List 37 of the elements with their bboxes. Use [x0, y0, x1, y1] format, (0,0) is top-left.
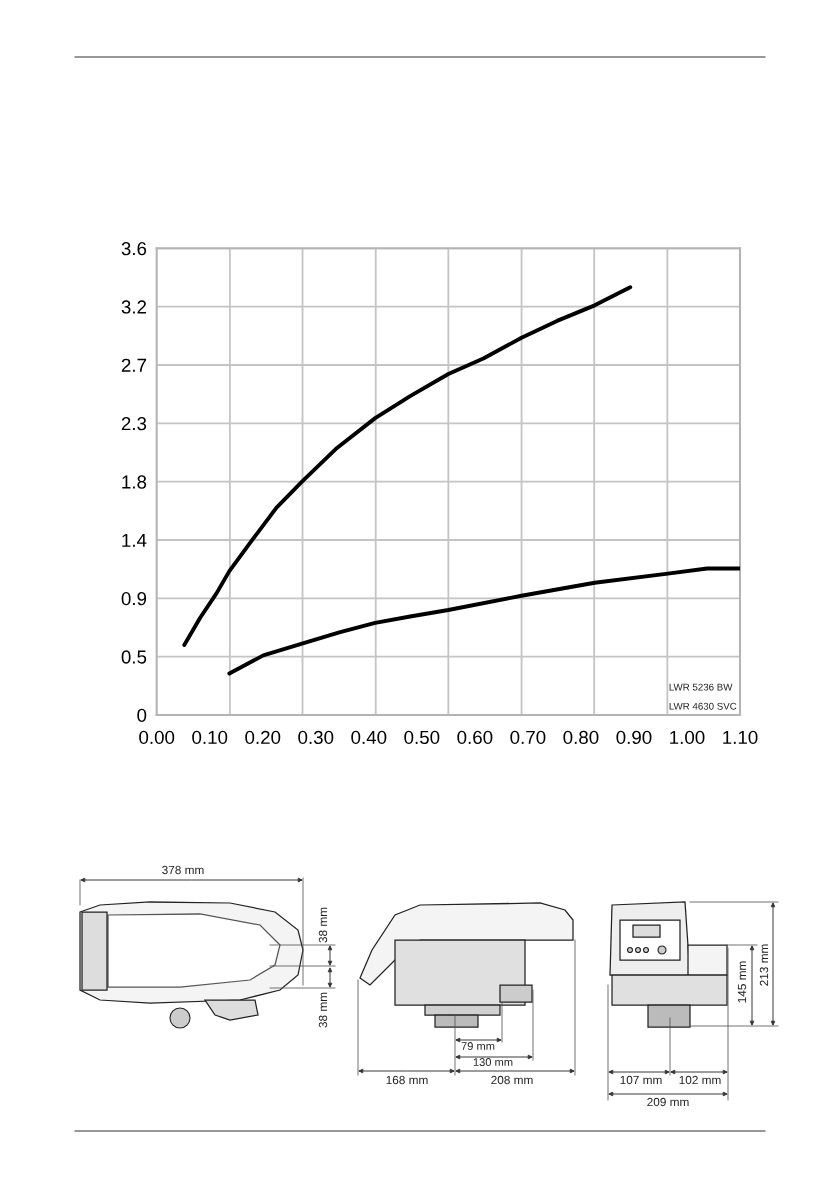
annotation: LWR 5236 BW	[669, 683, 733, 691]
text: 209 mm	[647, 1097, 689, 1107]
text: 213 mm	[759, 944, 769, 986]
y-tick-label: 1.4	[122, 533, 147, 547]
x-tick-label: 0.40	[351, 730, 387, 745]
x-tick-label: 0.80	[563, 730, 599, 745]
text: 145 mm	[737, 961, 747, 1003]
y-tick-label: 1.8	[122, 475, 147, 489]
line-series	[182, 285, 633, 647]
y-tick-label: 0	[137, 708, 147, 722]
x-tick-label: 0.10	[192, 730, 228, 745]
x-tick-label: 0.30	[298, 730, 334, 745]
text: 38 mm	[318, 907, 328, 943]
y-tick-label: 3.2	[121, 300, 147, 314]
x-tick-label: 0.00	[139, 730, 175, 745]
y-tick-label: 2.3	[121, 417, 147, 431]
y-tick-label: 3.6	[121, 242, 147, 256]
text: 168 mm	[386, 1075, 428, 1085]
text: 107 mm	[620, 1075, 662, 1085]
x-tick-label: 1.10	[723, 730, 758, 745]
text: 378 mm	[162, 865, 204, 875]
text: 208 mm	[491, 1075, 533, 1085]
x-tick-label: 0.70	[510, 730, 546, 745]
text: 79 mm	[461, 1042, 495, 1050]
line-series	[227, 566, 740, 676]
x-tick-label: 0.90	[616, 730, 652, 745]
x-tick-label: 0.20	[245, 730, 281, 745]
text: 102 mm	[679, 1075, 721, 1085]
text: 130 mm	[473, 1058, 513, 1066]
text: 38 mm	[318, 992, 328, 1028]
y-tick-label: 0.5	[121, 650, 147, 664]
y-tick-label: 2.7	[121, 358, 147, 372]
x-tick-label: 1.00	[670, 730, 705, 745]
x-tick-label: 0.60	[457, 730, 493, 745]
x-tick-label: 0.50	[404, 730, 440, 745]
annotation: LWR 4630 SVC	[669, 702, 737, 710]
y-tick-label: 0.9	[121, 592, 147, 606]
